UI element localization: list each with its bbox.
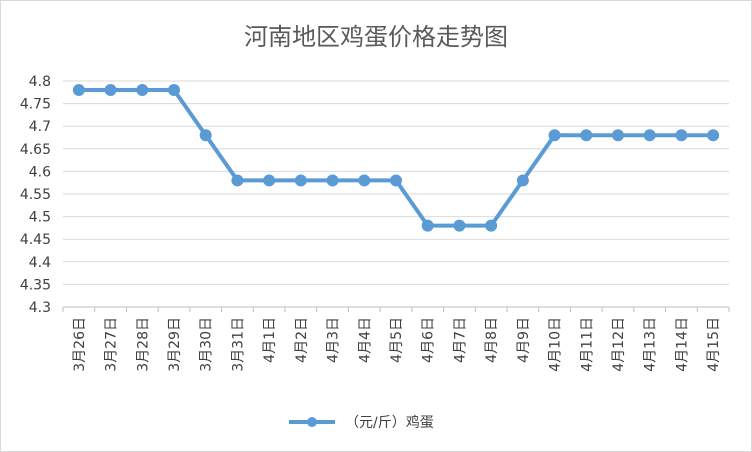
data-point: [294, 174, 307, 187]
data-point: [104, 84, 117, 97]
data-point: [612, 129, 624, 142]
data-point: [548, 129, 561, 142]
y-axis-ticks: 4.3 4.35 4.4 4.45 4.5 4.55 4.6 4.65 4.7 4.75 4.8: [20, 74, 51, 316]
x-tick-label: 4月13日: [643, 317, 659, 372]
x-tick-label: 4月7日: [452, 317, 468, 363]
x-tick-label: 3月30日: [199, 317, 215, 372]
x-tick-label: 4月6日: [421, 317, 437, 363]
data-point: [516, 174, 529, 187]
x-tick-label: 4月14日: [674, 317, 690, 372]
data-point: [263, 174, 276, 187]
x-tick-label: 3月31日: [230, 317, 246, 372]
x-tick-label: 4月15日: [706, 317, 722, 372]
x-tick-label: 4月10日: [548, 317, 564, 372]
x-tick-label: 4月4日: [357, 317, 373, 363]
y-tick-label: 4.65: [20, 142, 51, 158]
data-point: [643, 129, 656, 142]
x-tick-label: 3月26日: [72, 317, 88, 372]
y-tick-label: 4.6: [29, 164, 51, 180]
series-line: [76, 88, 716, 228]
data-point: [580, 129, 593, 142]
y-tick-label: 4.3: [29, 300, 51, 316]
data-point: [326, 174, 339, 187]
chart-title: 河南地区鸡蛋价格走势图: [244, 23, 508, 51]
y-tick-label: 4.5: [29, 210, 51, 226]
y-tick-label: 4.35: [20, 277, 51, 293]
y-tick-label: 4.55: [20, 187, 51, 203]
x-tick-label: 4月3日: [326, 317, 342, 363]
x-tick-label: 3月27日: [104, 317, 120, 372]
x-tick-label: 4月12日: [611, 317, 627, 372]
legend-swatch-marker: [307, 417, 317, 427]
data-point: [199, 129, 212, 142]
data-point: [421, 219, 434, 232]
x-tick-label: 4月1日: [262, 317, 278, 363]
x-tick-label: 4月2日: [294, 317, 310, 363]
y-tick-label: 4.45: [20, 232, 51, 248]
data-point: [231, 174, 244, 187]
x-tick-label: 4月9日: [516, 317, 532, 363]
x-tick-label: 4月8日: [484, 317, 500, 363]
legend: （元/斤）鸡蛋: [289, 414, 434, 431]
y-tick-label: 4.8: [29, 74, 51, 90]
x-axis-ticks: 3月26日 3月27日 3月28日 3月29日 3月30日 3月31日 4月1日 4月2日 4月…: [62, 307, 730, 372]
data-point: [675, 129, 688, 142]
x-tick-label: 4月5日: [389, 317, 405, 363]
x-tick-label: 3月29日: [167, 317, 183, 372]
data-point: [136, 84, 149, 97]
legend-label: （元/斤）鸡蛋: [345, 414, 434, 431]
data-point: [453, 219, 466, 232]
data-point: [707, 129, 720, 142]
data-point: [390, 174, 402, 187]
gridlines: [63, 80, 729, 308]
y-tick-label: 4.75: [20, 97, 51, 113]
data-point: [358, 174, 371, 187]
x-tick-label: 4月11日: [579, 317, 595, 372]
y-tick-label: 4.4: [29, 255, 51, 271]
series-layer: [72, 84, 720, 232]
y-tick-label: 4.7: [29, 119, 51, 135]
data-point: [485, 219, 498, 232]
x-tick-label: 3月28日: [135, 317, 151, 372]
data-point: [72, 84, 85, 97]
data-point: [168, 84, 180, 97]
